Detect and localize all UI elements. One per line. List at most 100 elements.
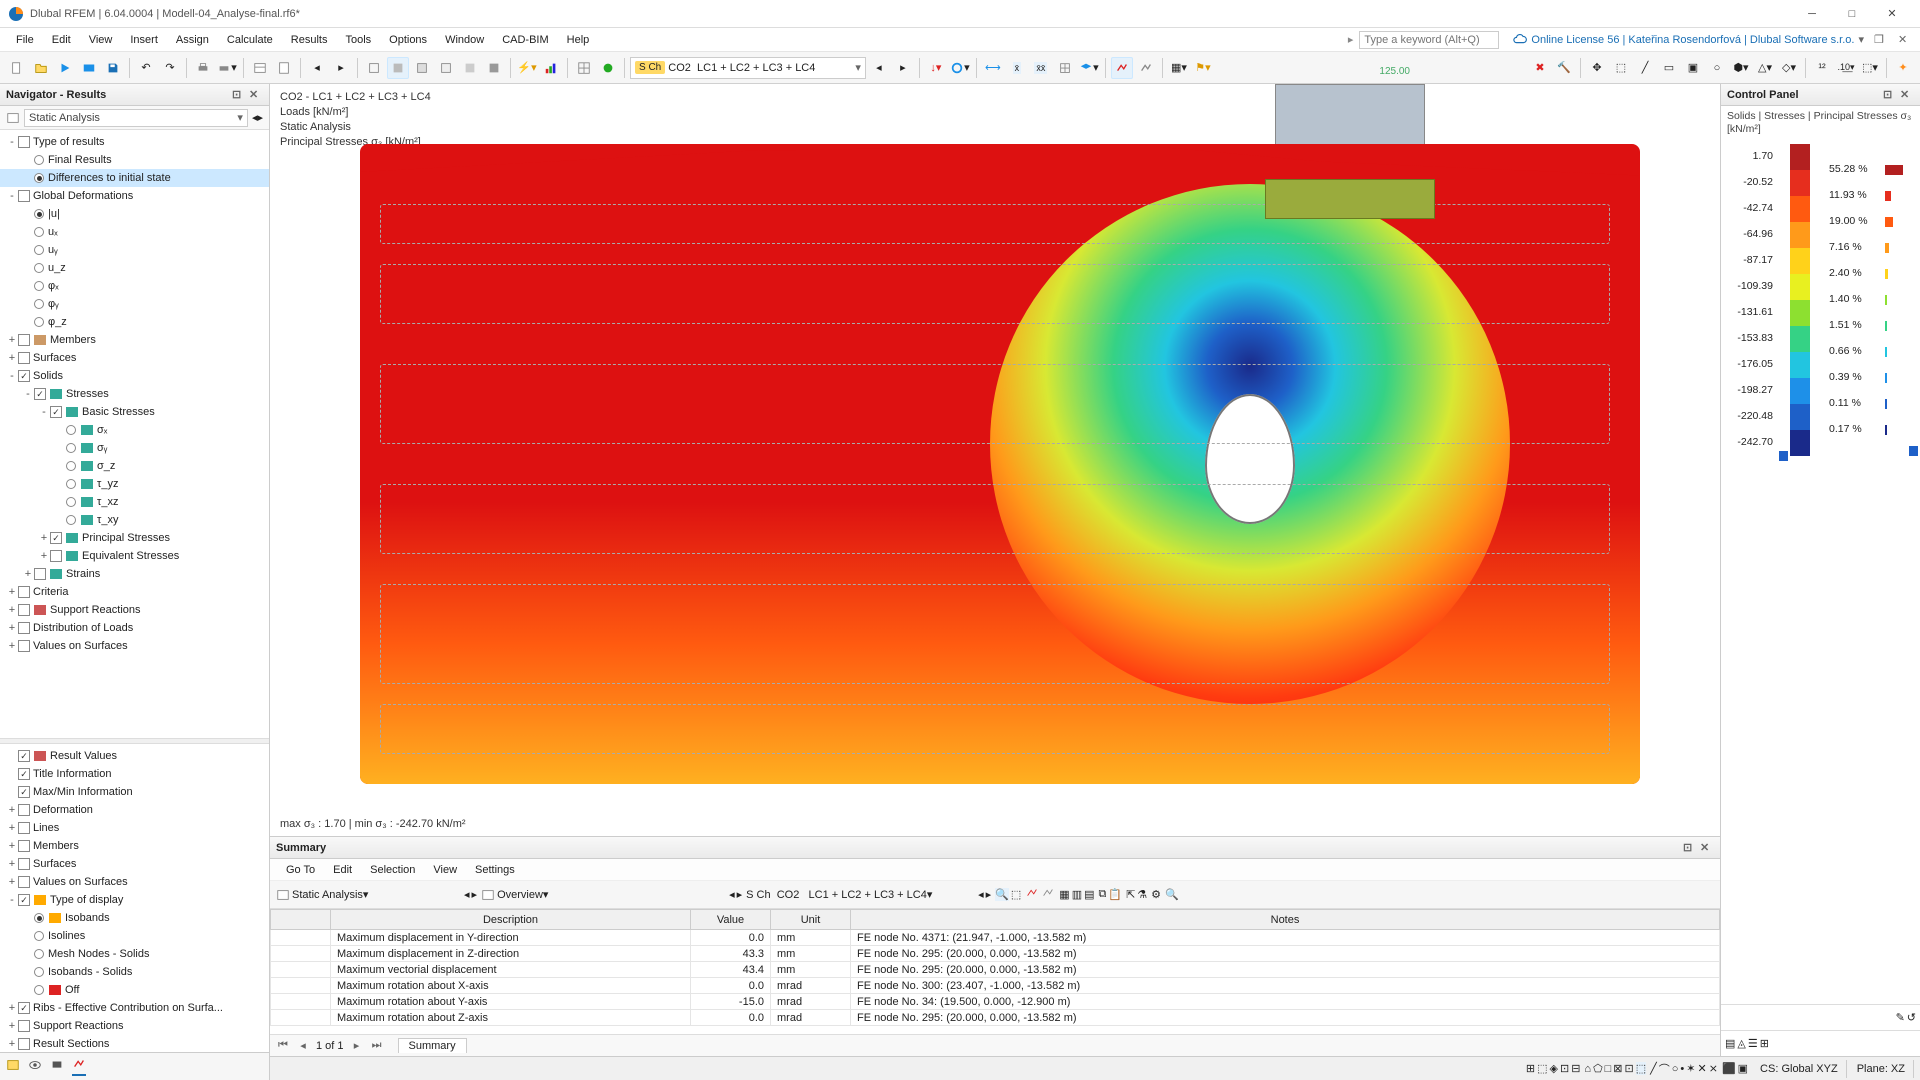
- draw-circle-button[interactable]: ○: [1672, 1063, 1679, 1075]
- tree-item[interactable]: Differences to initial state: [0, 169, 269, 187]
- units-button[interactable]: ⬚▾: [1859, 57, 1881, 79]
- control-pin-icon[interactable]: ⊡: [1883, 88, 1897, 102]
- control-close-icon[interactable]: ✕: [1900, 88, 1914, 102]
- open-button[interactable]: [30, 57, 52, 79]
- lc-next-button[interactable]: ▸: [892, 57, 914, 79]
- mesh-button[interactable]: [573, 57, 595, 79]
- draw-star-button[interactable]: ✶: [1686, 1062, 1695, 1075]
- tree-item[interactable]: Final Results: [0, 151, 269, 169]
- show-results-button[interactable]: ▾: [949, 57, 971, 79]
- tree-item[interactable]: -✓Type of display: [0, 891, 269, 909]
- table-row[interactable]: Maximum rotation about Z-axis0.0mradFE n…: [271, 1010, 1720, 1026]
- legend-edit-button[interactable]: ✎: [1896, 1011, 1905, 1024]
- tree-item[interactable]: +Values on Surfaces: [0, 637, 269, 655]
- draw-cross-button[interactable]: ✕: [1698, 1062, 1707, 1075]
- panel-pin-icon[interactable]: ⊡: [232, 88, 246, 102]
- summary-menu-edit[interactable]: Edit: [325, 862, 360, 878]
- osnap1-button[interactable]: ⌂: [1584, 1063, 1591, 1075]
- legend-mode2-button[interactable]: ◬: [1737, 1037, 1745, 1050]
- license-info[interactable]: Online License 56 | Kateřina Rosendorfov…: [1513, 33, 1864, 47]
- summary-search-button[interactable]: 🔍: [1165, 888, 1179, 901]
- view-solid-button[interactable]: [387, 57, 409, 79]
- pager-next-button[interactable]: ▸: [350, 1039, 364, 1052]
- lc-prev-button[interactable]: ◂: [868, 57, 890, 79]
- tree-item[interactable]: +Lines: [0, 819, 269, 837]
- tree-item[interactable]: -✓Stresses: [0, 385, 269, 403]
- summary-pin-icon[interactable]: ⊡: [1683, 841, 1697, 855]
- hammer-button[interactable]: 🔨: [1553, 57, 1575, 79]
- view-mode5-button[interactable]: [459, 57, 481, 79]
- summary-prev2-button[interactable]: ◂: [729, 888, 735, 901]
- tree-item[interactable]: +Support Reactions: [0, 1017, 269, 1035]
- snap-grid-button[interactable]: ⊞: [1526, 1062, 1535, 1075]
- view-mode6-button[interactable]: [483, 57, 505, 79]
- tree-item[interactable]: +✓Ribs - Effective Contribution on Surfa…: [0, 999, 269, 1017]
- tree-item[interactable]: +Equivalent Stresses: [0, 547, 269, 565]
- results-tree[interactable]: -Type of resultsFinal ResultsDifferences…: [0, 130, 269, 738]
- loadcase-combo[interactable]: S Ch CO2 LC1 + LC2 + LC3 + LC4 ▾: [630, 57, 866, 79]
- status-cs[interactable]: CS: Global XYZ: [1752, 1060, 1847, 1078]
- menu-window[interactable]: Window: [437, 32, 492, 48]
- flag-button[interactable]: ⚑▾: [1192, 57, 1214, 79]
- misc-button[interactable]: ✦: [1892, 57, 1914, 79]
- tree-item[interactable]: +Members: [0, 331, 269, 349]
- supports-tool-button[interactable]: △▾: [1754, 57, 1776, 79]
- summary-loadcase-dropdown[interactable]: S Ch CO2 LC1 + LC2 + LC3 + LC4▾: [746, 888, 976, 901]
- summary-next2-button[interactable]: ▸: [737, 888, 743, 901]
- osnap6-button[interactable]: ⬚: [1636, 1062, 1646, 1075]
- menu-tools[interactable]: Tools: [337, 32, 379, 48]
- move-button[interactable]: ✥: [1586, 57, 1608, 79]
- summary-analysis-dropdown[interactable]: Static Analysis▾: [292, 888, 462, 901]
- snap-line-button[interactable]: ⊡: [1560, 1062, 1569, 1075]
- legend-reset-button[interactable]: ↺: [1907, 1011, 1916, 1024]
- minimize-button[interactable]: ─: [1792, 1, 1832, 27]
- tree-item[interactable]: φ_z: [0, 313, 269, 331]
- tree-item[interactable]: ✓Result Values: [0, 747, 269, 765]
- menu-view[interactable]: View: [81, 32, 121, 48]
- maximize-button[interactable]: □: [1832, 1, 1872, 27]
- summary-menu-view[interactable]: View: [425, 862, 465, 878]
- openings-tool-button[interactable]: ○: [1706, 57, 1728, 79]
- results-tab-icon[interactable]: [72, 1057, 86, 1076]
- table-row[interactable]: Maximum rotation about X-axis0.0mradFE n…: [271, 978, 1720, 994]
- decimal-button[interactable]: .1̲0̲▾: [1835, 57, 1857, 79]
- prev-button[interactable]: ◂: [306, 57, 328, 79]
- loads-button[interactable]: ⚡▾: [516, 57, 538, 79]
- tree-item[interactable]: uₓ: [0, 223, 269, 241]
- view-wireframe-button[interactable]: [363, 57, 385, 79]
- summary-lc-prev-button[interactable]: ◂: [978, 888, 984, 901]
- tree-item[interactable]: |u|: [0, 205, 269, 223]
- tree-item[interactable]: Isobands: [0, 909, 269, 927]
- summary-settings-button[interactable]: ⚙: [1151, 888, 1161, 901]
- tree-item[interactable]: Isolines: [0, 927, 269, 945]
- snap-guide-button[interactable]: ⊟: [1571, 1062, 1580, 1075]
- layers-button[interactable]: ▾: [1078, 57, 1100, 79]
- tree-item[interactable]: +Strains: [0, 565, 269, 583]
- snap-obj-button[interactable]: ⬚: [1537, 1062, 1547, 1075]
- tree-item[interactable]: φₓ: [0, 277, 269, 295]
- table-row[interactable]: Maximum rotation about Y-axis-15.0mradFE…: [271, 994, 1720, 1010]
- delete-results-button[interactable]: ✖: [1529, 57, 1551, 79]
- tree-item[interactable]: Mesh Nodes - Solids: [0, 945, 269, 963]
- menu-cad-bim[interactable]: CAD-BIM: [494, 32, 556, 48]
- tree-item[interactable]: +Distribution of Loads: [0, 619, 269, 637]
- osnap5-button[interactable]: ⊡: [1625, 1062, 1634, 1075]
- grid-button[interactable]: [1054, 57, 1076, 79]
- draw-line-button[interactable]: ╱: [1650, 1062, 1657, 1075]
- tree-item[interactable]: τ_yz: [0, 475, 269, 493]
- summary-prev1-button[interactable]: ◂: [464, 888, 470, 901]
- summary-overview-dropdown[interactable]: Overview▾: [497, 888, 727, 901]
- tree-item[interactable]: -Type of results: [0, 133, 269, 151]
- tree-item[interactable]: +Support Reactions: [0, 601, 269, 619]
- summary-chart1-button[interactable]: [1025, 886, 1039, 903]
- menu-calculate[interactable]: Calculate: [219, 32, 281, 48]
- close-button[interactable]: ✕: [1872, 1, 1912, 27]
- tree-item[interactable]: σᵧ: [0, 439, 269, 457]
- pager-prev-button[interactable]: ◂: [296, 1039, 310, 1052]
- draw-arc-button[interactable]: ⌒: [1659, 1061, 1670, 1077]
- summary-export-button[interactable]: ⇱: [1126, 888, 1135, 901]
- view-mode4-button[interactable]: [435, 57, 457, 79]
- tree-item[interactable]: -Global Deformations: [0, 187, 269, 205]
- summary-copy-button[interactable]: ⧉: [1099, 888, 1107, 901]
- tree-item[interactable]: Isobands - Solids: [0, 963, 269, 981]
